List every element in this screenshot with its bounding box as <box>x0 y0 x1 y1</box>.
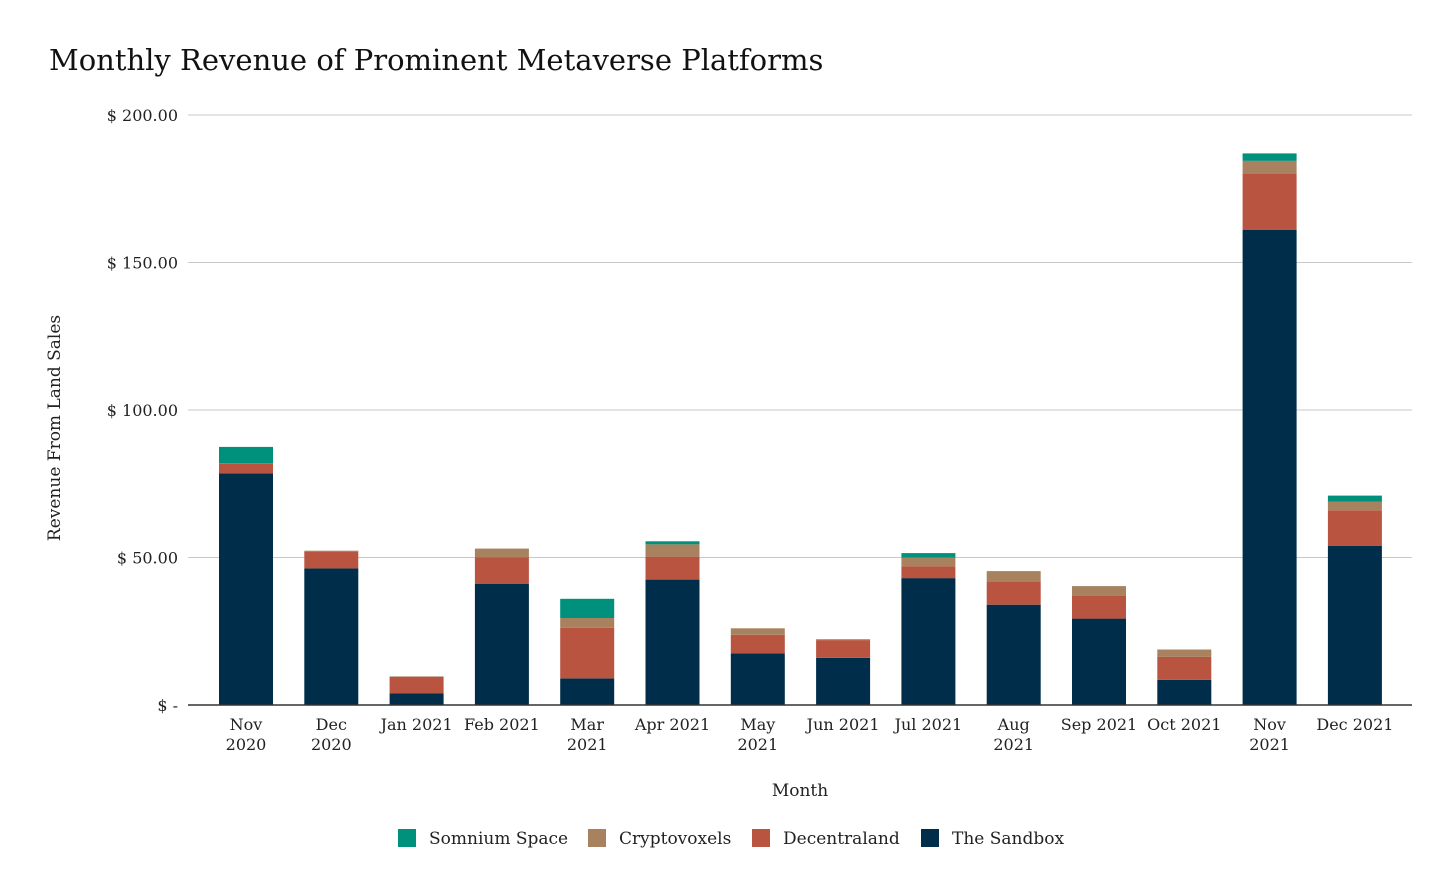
bar-segment-the-sandbox <box>816 657 871 705</box>
bar-segment-the-sandbox <box>219 473 273 705</box>
bar-segment-decentraland <box>1157 656 1212 680</box>
bar-segment-decentraland <box>1072 595 1126 619</box>
bar-segment-cryptovoxels <box>645 544 700 557</box>
legend-label: Cryptovoxels <box>619 829 731 849</box>
y-tick-label: $ 50.00 <box>117 549 178 568</box>
legend-item-the-sandbox: The Sandbox <box>921 829 1064 849</box>
x-tick-label: Jan 2021 <box>379 715 453 734</box>
bar-segment-cryptovoxels <box>219 463 273 464</box>
legend: Somnium Space Cryptovoxels Decentraland The… <box>398 829 1064 849</box>
bar-segment-somnium-space <box>645 541 700 545</box>
legend-swatch <box>921 829 939 847</box>
bar-segment-decentraland <box>560 627 615 679</box>
x-tick-label: Dec 2020 <box>311 715 352 754</box>
bar-segment-cryptovoxels <box>389 676 444 677</box>
bar-segment-the-sandbox <box>389 693 444 705</box>
x-tick-label: Jul 2021 <box>893 715 963 734</box>
bar-segment-decentraland <box>389 677 444 694</box>
bar-segment-decentraland <box>219 464 273 474</box>
bar-segment-decentraland <box>645 556 700 580</box>
bar-segment-somnium-space <box>560 598 615 618</box>
legend-swatch <box>588 829 606 847</box>
bar-segment-decentraland <box>474 557 529 584</box>
bar-segment-decentraland <box>730 634 785 654</box>
bar-segment-cryptovoxels <box>816 639 871 641</box>
x-tick-label: Sep 2021 <box>1061 715 1137 734</box>
bar-segment-somnium-space <box>901 553 956 558</box>
bar-segment-cryptovoxels <box>986 571 1041 582</box>
y-tick-label: $ 150.00 <box>107 254 178 273</box>
bar-segment-cryptovoxels <box>1327 501 1382 511</box>
bar-segment-cryptovoxels <box>730 628 785 635</box>
x-axis-ticks: Nov 2020 Dec 2020 Jan 2021 Feb 2021 Mar 2021 Apr… <box>226 715 1394 754</box>
legend-item-decentraland: Decentraland <box>752 829 900 849</box>
legend-label: Somnium Space <box>429 829 568 849</box>
bar-segment-the-sandbox <box>304 568 359 705</box>
y-tick-label: $ 200.00 <box>107 106 178 125</box>
bar-segment-cryptovoxels <box>1157 649 1212 657</box>
x-tick-label: May 2021 <box>737 715 778 754</box>
x-tick-label: Aug 2021 <box>993 715 1034 754</box>
legend-swatch <box>752 829 770 847</box>
y-axis-ticks: $ - $ 50.00 $ 100.00 $ 150.00 $ 200.00 <box>107 106 178 715</box>
bar-segment-the-sandbox <box>1072 618 1126 705</box>
legend-swatch <box>398 829 416 847</box>
x-tick-label: Nov 2020 <box>226 715 267 754</box>
bar-segment-decentraland <box>816 640 871 658</box>
x-tick-label: Nov 2021 <box>1249 715 1290 754</box>
x-tick-label: Mar 2021 <box>567 715 608 754</box>
bar-segment-cryptovoxels <box>304 550 359 552</box>
x-axis-title: Month <box>772 781 828 801</box>
legend-item-somnium-space: Somnium Space <box>398 829 568 849</box>
bar-segment-cryptovoxels <box>901 557 956 567</box>
bar-segment-the-sandbox <box>730 653 785 705</box>
y-tick-label: $ - <box>157 696 178 715</box>
bar-segment-decentraland <box>986 582 1041 605</box>
bar-segment-cryptovoxels <box>1242 160 1297 174</box>
bar-segment-the-sandbox <box>901 578 956 705</box>
y-axis-title: Revenue From Land Sales <box>45 315 65 541</box>
y-tick-label: $ 100.00 <box>107 401 178 420</box>
legend-label: Decentraland <box>783 829 900 849</box>
x-tick-label: Apr 2021 <box>634 715 710 734</box>
bar-segment-decentraland <box>1242 174 1297 230</box>
bar-segment-decentraland <box>304 551 359 569</box>
bar-segment-the-sandbox <box>645 579 700 705</box>
bar-segment-decentraland <box>1327 510 1382 546</box>
bars <box>219 153 1382 705</box>
x-tick-label: Oct 2021 <box>1147 715 1221 734</box>
bar-segment-somnium-space <box>1242 153 1297 161</box>
chart-title: Monthly Revenue of Prominent Metaverse P… <box>49 43 823 77</box>
bar-segment-somnium-space <box>1327 495 1382 502</box>
legend-item-cryptovoxels: Cryptovoxels <box>588 829 731 849</box>
bar-segment-the-sandbox <box>1327 545 1382 705</box>
bar-segment-decentraland <box>901 566 956 579</box>
bar-segment-the-sandbox <box>560 678 615 705</box>
bar-segment-cryptovoxels <box>560 618 615 628</box>
bar-segment-the-sandbox <box>1242 230 1297 705</box>
legend-label: The Sandbox <box>952 829 1064 849</box>
bar-segment-the-sandbox <box>474 584 529 705</box>
bar-segment-cryptovoxels <box>474 548 529 558</box>
bar-segment-cryptovoxels <box>1072 586 1126 596</box>
gridlines <box>188 114 1412 558</box>
bar-segment-somnium-space <box>219 446 273 464</box>
x-tick-label: Dec 2021 <box>1316 715 1393 734</box>
bar-segment-the-sandbox <box>986 604 1041 705</box>
x-tick-label: Jun 2021 <box>805 715 880 734</box>
x-tick-label: Feb 2021 <box>464 715 540 734</box>
bar-segment-the-sandbox <box>1157 679 1212 705</box>
